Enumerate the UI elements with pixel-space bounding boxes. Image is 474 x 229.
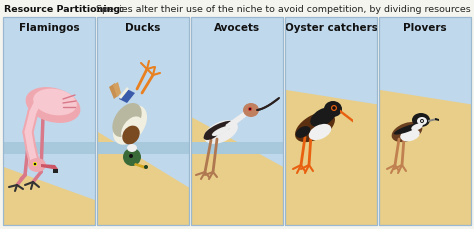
Text: Species alter their use of the niche to avoid competition, by dividing resources: Species alter their use of the niche to … bbox=[93, 5, 474, 14]
Ellipse shape bbox=[129, 154, 133, 158]
Text: Oyster catchers: Oyster catchers bbox=[284, 23, 377, 33]
Bar bbox=[97, 18, 189, 225]
Bar bbox=[379, 18, 471, 225]
Ellipse shape bbox=[226, 124, 233, 129]
Bar bbox=[285, 18, 377, 225]
Bar bbox=[285, 18, 377, 225]
Ellipse shape bbox=[212, 126, 230, 136]
Ellipse shape bbox=[144, 165, 148, 169]
Ellipse shape bbox=[204, 121, 234, 138]
Polygon shape bbox=[285, 90, 377, 225]
Ellipse shape bbox=[243, 104, 259, 117]
Polygon shape bbox=[97, 132, 189, 225]
Ellipse shape bbox=[332, 107, 336, 110]
Ellipse shape bbox=[122, 126, 140, 145]
Ellipse shape bbox=[248, 108, 252, 112]
Bar bbox=[3, 142, 95, 155]
Ellipse shape bbox=[235, 117, 241, 123]
Ellipse shape bbox=[123, 148, 141, 166]
Bar bbox=[191, 18, 283, 225]
Bar bbox=[191, 142, 283, 155]
Ellipse shape bbox=[127, 144, 137, 152]
Polygon shape bbox=[119, 88, 129, 100]
Ellipse shape bbox=[26, 88, 81, 123]
Ellipse shape bbox=[420, 120, 424, 123]
Ellipse shape bbox=[237, 116, 243, 121]
Polygon shape bbox=[119, 90, 135, 104]
Ellipse shape bbox=[392, 122, 422, 142]
Bar bbox=[379, 18, 471, 225]
Ellipse shape bbox=[310, 108, 336, 127]
Ellipse shape bbox=[203, 131, 219, 140]
Polygon shape bbox=[41, 164, 58, 169]
Ellipse shape bbox=[204, 121, 238, 144]
Ellipse shape bbox=[417, 117, 427, 125]
Ellipse shape bbox=[112, 104, 142, 137]
Ellipse shape bbox=[400, 129, 420, 142]
Ellipse shape bbox=[28, 158, 46, 172]
Ellipse shape bbox=[249, 109, 251, 111]
Polygon shape bbox=[53, 169, 58, 173]
Bar bbox=[3, 18, 95, 225]
Polygon shape bbox=[435, 118, 439, 121]
Ellipse shape bbox=[33, 89, 77, 116]
Ellipse shape bbox=[412, 114, 430, 128]
Polygon shape bbox=[3, 167, 95, 225]
Polygon shape bbox=[113, 83, 121, 98]
Text: Plovers: Plovers bbox=[403, 23, 447, 33]
Ellipse shape bbox=[230, 120, 237, 126]
Text: Flamingos: Flamingos bbox=[18, 23, 79, 33]
Ellipse shape bbox=[411, 124, 423, 131]
Ellipse shape bbox=[121, 117, 143, 142]
Bar bbox=[379, 18, 471, 225]
Bar bbox=[97, 18, 189, 225]
Polygon shape bbox=[191, 117, 283, 225]
Ellipse shape bbox=[244, 111, 250, 116]
Polygon shape bbox=[379, 90, 471, 225]
Bar bbox=[191, 18, 283, 225]
Ellipse shape bbox=[331, 106, 337, 112]
Polygon shape bbox=[134, 163, 146, 169]
Text: Resource Partitioning:: Resource Partitioning: bbox=[4, 5, 124, 14]
Polygon shape bbox=[340, 110, 353, 123]
Ellipse shape bbox=[421, 120, 423, 123]
Bar bbox=[3, 18, 95, 225]
Bar bbox=[3, 18, 95, 225]
Bar bbox=[97, 142, 189, 155]
Ellipse shape bbox=[246, 109, 252, 114]
Ellipse shape bbox=[309, 124, 331, 141]
Ellipse shape bbox=[33, 162, 37, 166]
Ellipse shape bbox=[295, 112, 335, 142]
Ellipse shape bbox=[394, 124, 420, 135]
Ellipse shape bbox=[34, 163, 36, 166]
Ellipse shape bbox=[296, 127, 310, 138]
Ellipse shape bbox=[239, 114, 246, 119]
Ellipse shape bbox=[324, 101, 342, 117]
Ellipse shape bbox=[113, 106, 147, 145]
Polygon shape bbox=[109, 84, 119, 100]
Ellipse shape bbox=[228, 122, 235, 128]
Bar bbox=[191, 18, 283, 225]
Bar bbox=[285, 18, 377, 225]
Ellipse shape bbox=[232, 119, 239, 124]
Text: Avocets: Avocets bbox=[214, 23, 260, 33]
Text: Ducks: Ducks bbox=[125, 23, 161, 33]
Bar bbox=[97, 18, 189, 225]
Polygon shape bbox=[428, 118, 437, 123]
Ellipse shape bbox=[241, 112, 248, 117]
